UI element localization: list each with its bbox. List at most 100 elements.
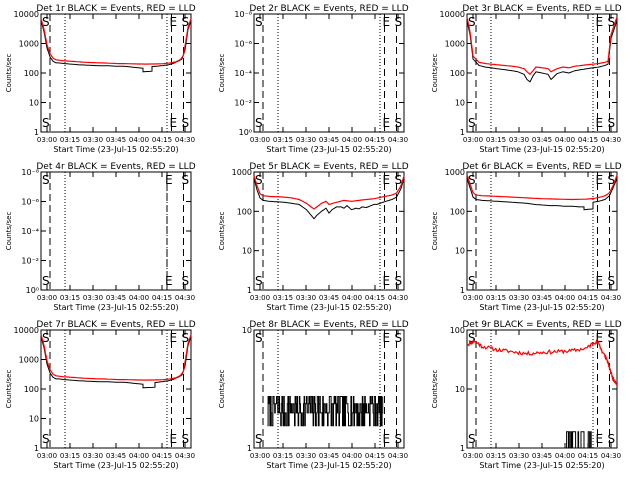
- marker-label-bottom: S: [395, 274, 403, 288]
- plot-frame: [40, 13, 192, 133]
- marker-label-bottom: E: [383, 274, 391, 288]
- x-tick-label: 04:00: [129, 294, 149, 302]
- x-tick-label: 03:30: [296, 136, 316, 144]
- x-tick-label: 04:00: [342, 294, 362, 302]
- marker-label-top: S: [255, 173, 263, 187]
- x-tick-label: 03:45: [319, 452, 339, 460]
- y-tick-label: 10: [455, 99, 465, 108]
- y-tick-label: 100: [450, 69, 465, 78]
- marker-label-top: S: [42, 15, 50, 29]
- y-tick-label: 10⁻⁴: [21, 227, 39, 236]
- y-tick-label: 10⁻⁸: [234, 10, 252, 19]
- x-tick-label: 03:00: [37, 294, 57, 302]
- y-tick-label: 1000: [19, 356, 39, 365]
- chart-title: Det 2r BLACK = Events, RED = LLD: [249, 4, 408, 14]
- x-tick-label: 04:15: [578, 294, 598, 302]
- chart-title: Det 1r BLACK = Events, RED = LLD: [36, 4, 195, 14]
- marker-label-bottom: S: [182, 432, 190, 446]
- marker-label-top: E: [170, 15, 178, 29]
- x-tick-label: 04:30: [388, 452, 408, 460]
- marker-label-bottom: E: [170, 116, 178, 130]
- x-tick-label: 03:30: [83, 136, 103, 144]
- y-tick-label: 1000: [445, 168, 465, 177]
- marker-label-bottom: S: [395, 116, 403, 130]
- x-tick-label: 04:15: [578, 452, 598, 460]
- series-line-events: [466, 177, 618, 211]
- marker-label-bottom: S: [42, 116, 50, 130]
- x-tick-label: 03:30: [509, 294, 529, 302]
- x-axis-label: Start Time (23-Jul-15 02:55:20): [479, 461, 604, 470]
- x-tick-label: 04:15: [152, 136, 172, 144]
- chart-panel-1: Det 1r BLACK = Events, RED = LLD 1 10 100 10…: [5, 4, 196, 154]
- marker-label-top: S: [395, 173, 403, 187]
- y-tick-label: 100: [237, 207, 252, 216]
- x-tick-label: 03:00: [463, 452, 483, 460]
- y-axis-label: Counts/sec: [431, 54, 439, 93]
- marker-label-bottom: S: [182, 274, 190, 288]
- x-tick-label: 03:45: [106, 294, 126, 302]
- marker-label-bottom: S: [395, 432, 403, 446]
- x-tick-label: 04:30: [175, 452, 195, 460]
- x-axis-label: Start Time (23-Jul-15 02:55:20): [53, 145, 178, 154]
- y-tick-label: 10⁰: [26, 286, 39, 295]
- marker-label-top: E: [383, 173, 391, 187]
- x-tick-label: 03:45: [106, 452, 126, 460]
- marker-label-bottom: S: [255, 274, 263, 288]
- marker-label-top: S: [255, 15, 263, 29]
- marker-label-bottom: S: [182, 116, 190, 130]
- x-tick-label: 03:15: [273, 136, 293, 144]
- series-line-lld: [40, 18, 192, 65]
- x-tick-label: 03:30: [509, 452, 529, 460]
- plot-frame: [253, 329, 405, 449]
- chart-panel-8: Det 8r BLACK = Events, RED = LLD 1 10 03:00…: [218, 320, 409, 470]
- y-tick-label: 1: [247, 286, 252, 295]
- x-tick-label: 03:15: [486, 294, 506, 302]
- y-tick-label: 1: [460, 128, 465, 137]
- x-tick-label: 04:15: [152, 452, 172, 460]
- marker-label-bottom: S: [42, 432, 50, 446]
- plot-frame: [466, 171, 618, 291]
- marker-label-top: S: [608, 15, 616, 29]
- y-tick-label: 1: [460, 286, 465, 295]
- series-line-events: [253, 177, 405, 220]
- y-tick-label: 1: [34, 444, 39, 453]
- y-tick-label: 10⁻²: [21, 257, 39, 266]
- y-tick-label: 1000: [445, 40, 465, 49]
- plot-frame: [40, 171, 192, 291]
- series-line-events: [566, 431, 592, 449]
- x-tick-label: 04:30: [175, 294, 195, 302]
- marker-label-bottom: E: [170, 432, 178, 446]
- x-tick-label: 03:00: [250, 452, 270, 460]
- chart-panel-6: Det 6r BLACK = Events, RED = LLD 1 10 100 10…: [431, 162, 622, 312]
- y-tick-label: 1: [247, 444, 252, 453]
- y-tick-label: 1000: [232, 168, 252, 177]
- marker-label-bottom: S: [255, 116, 263, 130]
- x-tick-label: 04:15: [578, 136, 598, 144]
- marker-label-top: S: [468, 173, 476, 187]
- x-axis-label: Start Time (23-Jul-15 02:55:20): [479, 145, 604, 154]
- x-tick-label: 04:00: [129, 452, 149, 460]
- marker-label-bottom: S: [608, 432, 616, 446]
- marker-label-bottom: E: [596, 116, 604, 130]
- series-line-events: [40, 20, 192, 73]
- marker-label-bottom: S: [42, 274, 50, 288]
- plot-frame: [466, 329, 618, 449]
- x-tick-label: 04:00: [342, 136, 362, 144]
- marker-label-top: E: [596, 15, 604, 29]
- x-tick-label: 03:30: [296, 452, 316, 460]
- x-tick-label: 03:45: [532, 294, 552, 302]
- plot-frame: [253, 171, 405, 291]
- x-tick-label: 04:00: [342, 452, 362, 460]
- y-tick-label: 10⁻⁶: [234, 40, 252, 49]
- y-tick-label: 1: [460, 444, 465, 453]
- series-line-events: [40, 336, 192, 389]
- x-tick-label: 04:00: [555, 136, 575, 144]
- x-tick-label: 03:30: [296, 294, 316, 302]
- series-line-lld: [466, 338, 618, 386]
- y-tick-label: 10000: [14, 10, 39, 19]
- series-line-lld: [253, 175, 405, 210]
- x-tick-label: 03:15: [60, 294, 80, 302]
- y-tick-label: 100: [450, 207, 465, 216]
- marker-label-bottom: S: [608, 274, 616, 288]
